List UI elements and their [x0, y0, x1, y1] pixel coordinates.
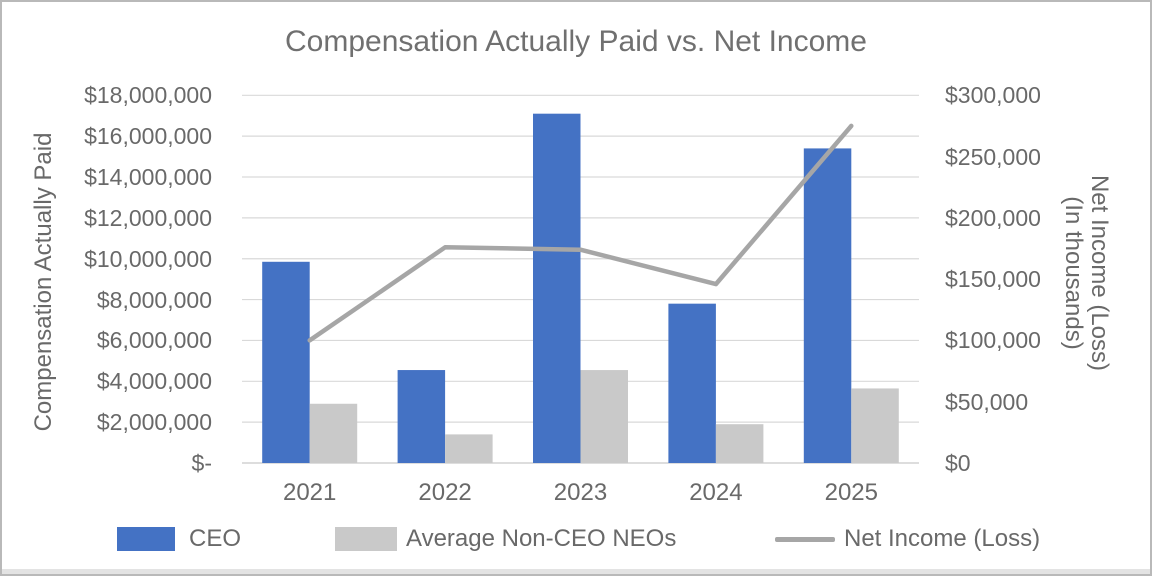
net-income-line	[307, 123, 854, 343]
bar-neo-2022	[445, 434, 493, 463]
legend-label-ceo: CEO	[189, 525, 242, 552]
x-axis-label-2021: 2021	[282, 479, 337, 506]
left-tick-label: $16,000,000	[84, 123, 212, 150]
x-axis-label-2023: 2023	[553, 479, 608, 506]
chart-title: Compensation Actually Paid vs. Net Incom…	[285, 25, 867, 58]
ceo-swatch-icon	[117, 527, 175, 551]
left-tick-label: $8,000,000	[96, 286, 212, 313]
right-tick-label: $100,000	[945, 327, 1041, 354]
right-tick-label: $250,000	[945, 143, 1041, 170]
bar-neo-2025	[851, 388, 899, 463]
left-tick-label: $10,000,000	[84, 245, 212, 272]
bar-ceo-2022	[397, 370, 446, 463]
legend-item-ceo: CEO	[117, 525, 241, 553]
bar-ceo-2025	[803, 148, 852, 463]
right-tick-label: $200,000	[945, 204, 1041, 231]
window-bottom-edge	[2, 569, 1150, 574]
right-tick-label: $150,000	[945, 266, 1041, 293]
bar-ceo-2024	[668, 303, 716, 463]
left-tick-label: $14,000,000	[84, 164, 212, 190]
left-tick-label: $6,000,000	[96, 327, 212, 354]
legend-item-net-income: Net Income (Loss)	[775, 525, 1040, 553]
bar-neo-2021	[309, 403, 358, 463]
legend-label-net-income: Net Income (Loss)	[844, 525, 1041, 552]
non-ceo-neos-swatch-icon	[335, 527, 397, 551]
left-tick-label: $2,000,000	[96, 409, 212, 436]
x-axis-label-2025: 2025	[824, 479, 878, 506]
right-tick-label: $0	[945, 450, 971, 476]
bar-neo-2024	[715, 424, 764, 463]
bar-neo-2023	[580, 370, 628, 463]
legend-label-non-ceo-neos: Average Non-CEO NEOs	[406, 525, 677, 552]
right-tick-label: $50,000	[945, 388, 1029, 415]
right-tick-label: $300,000	[945, 82, 1041, 109]
x-axis-label-2024: 2024	[689, 479, 743, 506]
left-tick-label: $4,000,000	[96, 368, 212, 395]
left-tick-label: $12,000,000	[84, 204, 212, 231]
bar-ceo-2023	[533, 113, 581, 463]
legend-item-non-ceo-neos: Average Non-CEO NEOs	[335, 525, 676, 553]
x-axis-label-2022: 2022	[418, 479, 472, 506]
net-income-line-swatch-icon	[775, 536, 835, 542]
left-tick-label: $18,000,000	[84, 82, 212, 109]
bar-ceo-2021	[262, 261, 310, 463]
left-tick-label: $-	[191, 450, 212, 476]
